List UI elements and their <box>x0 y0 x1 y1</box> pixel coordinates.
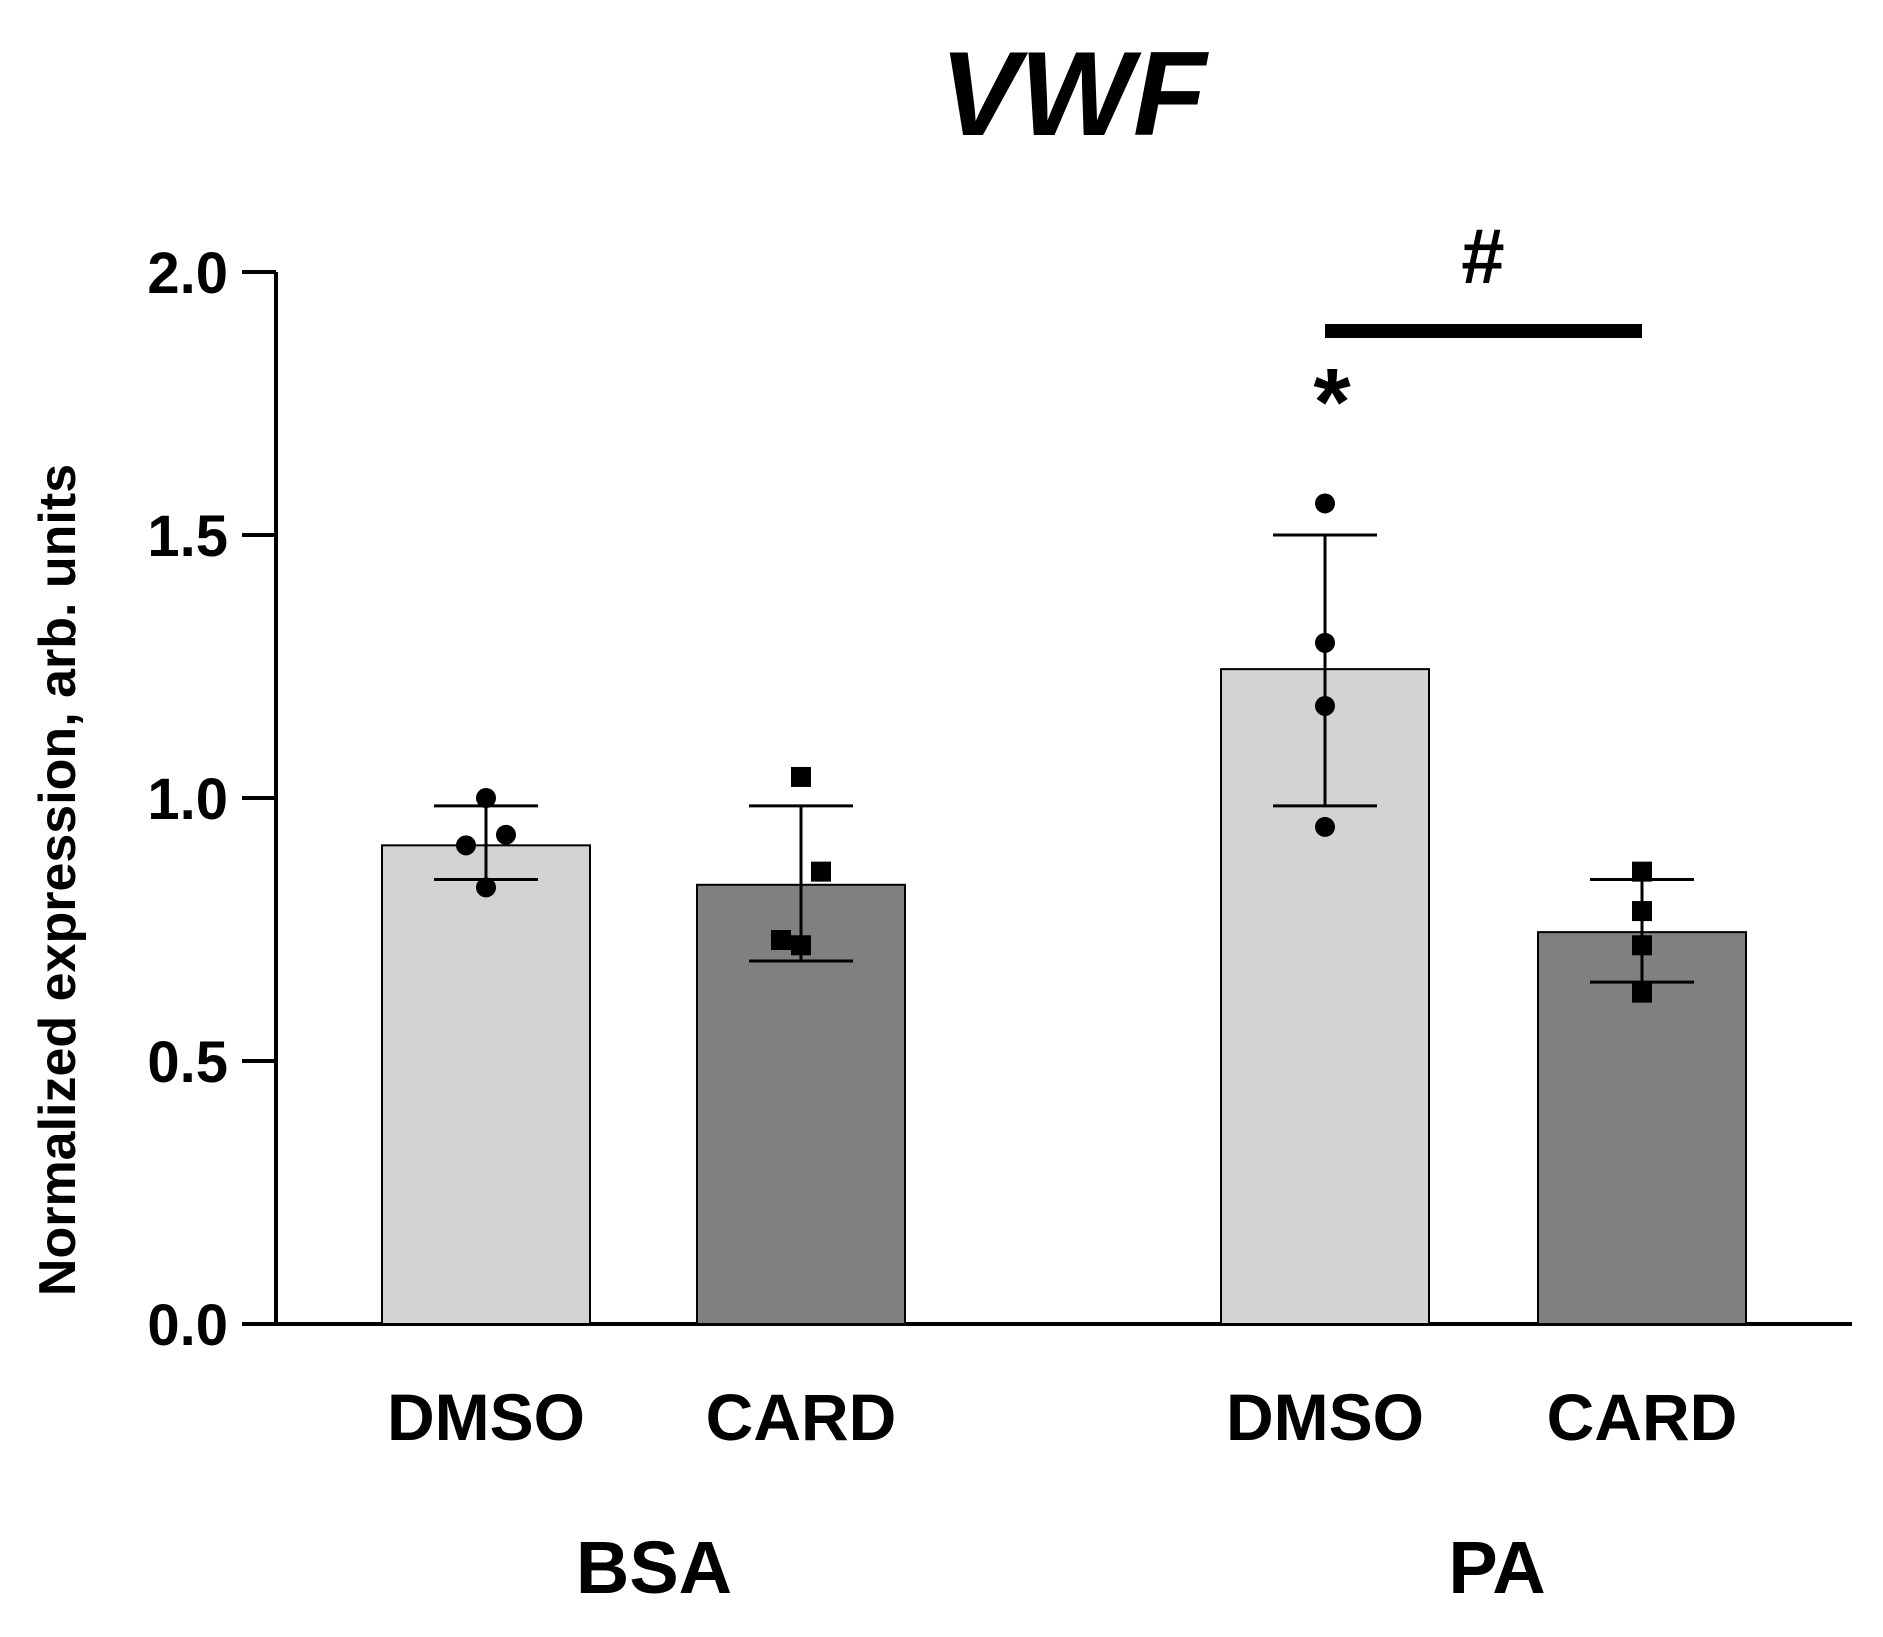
x-tick-label: CARD <box>706 1380 897 1454</box>
significance-hash: # <box>1461 212 1504 300</box>
significance-asterisk: * <box>1313 349 1351 456</box>
y-ticks: 0.0 0.5 1.0 1.5 2.0 <box>147 241 276 1358</box>
data-point <box>496 824 516 845</box>
data-point <box>1315 816 1335 837</box>
x-tick-label: DMSO <box>1226 1380 1424 1454</box>
data-point <box>791 935 811 956</box>
data-point <box>1315 632 1335 653</box>
data-point <box>1315 493 1335 514</box>
data-point <box>1632 982 1652 1003</box>
data-point <box>1632 861 1652 882</box>
chart-title: VWF <box>940 27 1209 161</box>
data-point <box>476 788 496 808</box>
error-bars <box>434 533 1694 984</box>
data-point <box>791 766 811 787</box>
y-tick-label: 0.5 <box>147 1030 228 1095</box>
x-tick-label: DMSO <box>387 1380 585 1454</box>
y-tick-label: 1.5 <box>147 504 228 569</box>
group-label-pa: PA <box>1448 1526 1545 1609</box>
bars <box>381 668 1747 1326</box>
data-point <box>476 877 496 898</box>
data-point <box>456 835 476 856</box>
y-tick-label: 0.0 <box>147 1293 228 1358</box>
x-tick-label: CARD <box>1547 1380 1738 1454</box>
data-points <box>456 493 1652 1003</box>
data-point <box>1632 901 1652 922</box>
y-axis-label: Normalized expression, arb. units <box>29 464 87 1296</box>
x-tick-labels: DMSO CARD DMSO CARD <box>387 1380 1737 1454</box>
bar <box>381 844 591 1326</box>
data-point <box>811 861 831 882</box>
data-point <box>1315 695 1335 716</box>
y-tick-label: 1.0 <box>147 767 228 832</box>
data-point <box>771 930 791 951</box>
group-label-bsa: BSA <box>576 1526 732 1609</box>
data-point <box>1632 935 1652 956</box>
y-tick-label: 2.0 <box>147 241 228 306</box>
